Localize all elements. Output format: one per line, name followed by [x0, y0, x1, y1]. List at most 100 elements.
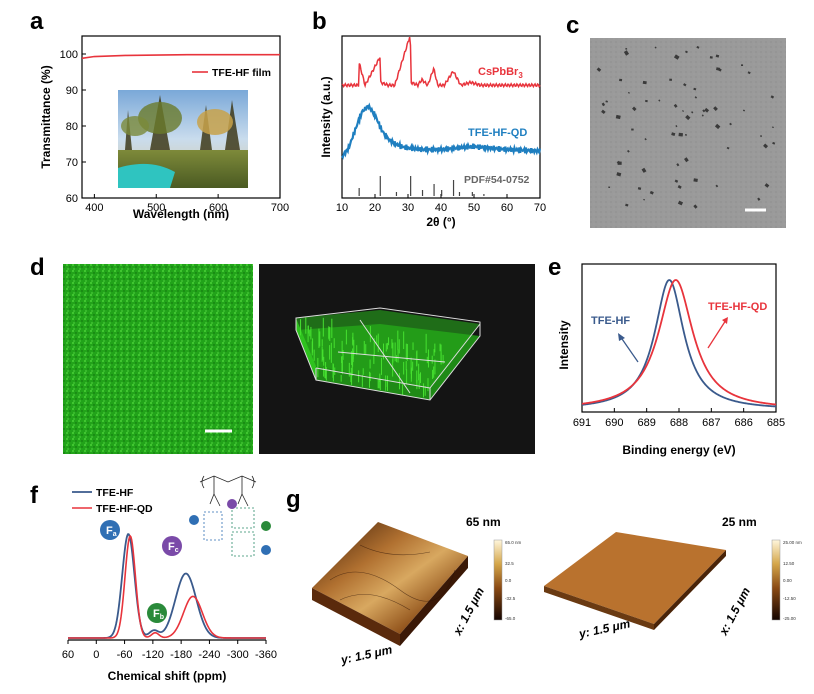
axes-e — [581, 263, 777, 413]
sem-particle — [714, 123, 721, 130]
sem-particle — [704, 107, 710, 113]
sem-particle — [675, 125, 678, 128]
a-ytick-label: 100 — [60, 49, 78, 61]
sem-particle — [654, 46, 657, 49]
panel-letter-c: c — [566, 12, 580, 39]
sem-particle — [702, 109, 706, 113]
sem-particle — [678, 132, 684, 137]
sem-particle — [772, 141, 776, 145]
afm-left-xaxis: x: 1.5 μm — [450, 585, 487, 639]
sem-particle — [684, 50, 688, 54]
f-xtick-label: 0 — [93, 649, 99, 661]
e-xtick-label: 691 — [573, 417, 591, 429]
colorbar-left-tick-1: 32.5 — [505, 561, 514, 566]
colorbar-right-tick-4: -25.00 — [783, 616, 796, 621]
e-label-blue: TFE-HF — [591, 315, 630, 327]
e-ylabel: Intensity — [557, 320, 571, 370]
e-arrow-red — [707, 319, 727, 349]
a-xtick-label: 500 — [147, 202, 165, 214]
panel-letter-e: e — [548, 254, 562, 281]
svg-text:Fc: Fc — [168, 541, 179, 554]
series-tfe-hf-film — [81, 53, 280, 60]
e-xtick-label: 689 — [637, 417, 655, 429]
sem-particle — [673, 54, 680, 60]
colorbar-left-tick-3: -32.5 — [505, 596, 516, 601]
sem-particle — [637, 186, 642, 190]
f-xlabel: Chemical shift (ppm) — [108, 669, 227, 683]
svg-text:Fa: Fa — [106, 525, 117, 538]
sem-particle — [625, 203, 629, 207]
e-xlabel: Binding energy (eV) — [622, 443, 735, 457]
panel-letter-a: a — [30, 8, 44, 35]
panel-letter-g: g — [286, 486, 301, 513]
colorbar-right-tick-0: 25.00 nm — [783, 540, 802, 545]
sem-particle — [676, 163, 680, 167]
sem-particle — [726, 146, 730, 150]
sem-particle — [658, 99, 661, 102]
legend-label-f-blue: TFE-HF — [96, 487, 134, 499]
b-label-tfe-hf-qd: TFE-HF-QD — [468, 127, 527, 139]
axes-b — [341, 35, 541, 199]
colorbar-right-tick-2: 0.00 — [783, 578, 792, 583]
sem-particle — [693, 178, 698, 183]
series-e-tfe-hf-qd — [581, 279, 777, 406]
sem-particle — [682, 110, 684, 112]
sem-particle — [642, 80, 647, 85]
b-xticks: 10 20 30 40 50 60 70 — [336, 194, 546, 214]
afm-left-yaxis: y: 1.5 μm — [339, 642, 394, 667]
e-arrow-blue — [619, 335, 639, 363]
sem-particle — [742, 109, 746, 112]
b-xtick-label: 50 — [468, 202, 480, 214]
sem-particle — [691, 111, 694, 114]
sem-particle — [596, 67, 602, 72]
a-ytick-label: 80 — [66, 121, 78, 133]
panel-letter-d: d — [30, 254, 45, 281]
sem-particle — [649, 190, 654, 195]
sem-particle — [770, 95, 775, 99]
afm-left-scale: 65 nm — [466, 515, 501, 529]
a-xtick-label: 600 — [209, 202, 227, 214]
f-xticks: 60 0 -60 -120 -180 -240 -300 -360 — [62, 640, 277, 661]
a-xtick-label: 400 — [85, 202, 103, 214]
colorbar-left: 65.0 nm 32.5 0.0 -32.5 -65.0 — [493, 539, 522, 621]
sem-particle — [684, 157, 689, 163]
sem-particle — [683, 83, 687, 87]
series-tfe-hf-qd — [341, 102, 542, 160]
series-f-tfe-hf — [68, 533, 266, 639]
a-ytick-label: 70 — [66, 157, 78, 169]
sem-particle — [617, 161, 622, 165]
svg-text:Fb: Fb — [153, 608, 164, 621]
sem-particle — [616, 172, 622, 177]
sem-particle — [741, 64, 744, 67]
e-xtick-label: 688 — [670, 417, 688, 429]
e-arrowhead-red — [722, 317, 728, 324]
sem-particle — [641, 167, 647, 173]
struct-badge-blue-1 — [189, 515, 199, 525]
sem-particle — [645, 99, 648, 103]
e-xtick-label: 690 — [605, 417, 623, 429]
e-xtick-label: 686 — [734, 417, 752, 429]
sem-particle — [709, 56, 713, 59]
sem-particle — [713, 106, 718, 111]
legend-label-a: TFE-HF film — [212, 67, 271, 79]
a-xtick-label: 700 — [271, 202, 289, 214]
b-label-pdf: PDF#54-0752 — [464, 174, 530, 186]
series-cspbbr3 — [341, 36, 541, 89]
colorbar-left-tick-0: 65.0 nm — [505, 540, 522, 545]
sem-particle — [694, 96, 698, 99]
sem-particle — [677, 185, 682, 189]
sem-particle — [627, 91, 630, 94]
sem-particle — [673, 103, 678, 108]
axes-a — [81, 35, 281, 199]
e-xtick-label: 687 — [702, 417, 720, 429]
a-xlabel: Wavelength (nm) — [133, 207, 229, 221]
colorbar-left-tick-2: 0.0 — [505, 578, 512, 583]
colorbar-left-tick-4: -65.0 — [505, 616, 516, 621]
sem-particle — [763, 143, 769, 149]
afm-right-yaxis: y: 1.5 μm — [577, 616, 632, 641]
afm-right-xaxis: x: 1.5 μm — [716, 585, 753, 639]
f-xtick-label: -60 — [117, 649, 133, 661]
sem-particle — [605, 100, 609, 103]
sem-particle — [701, 114, 704, 117]
sem-particle — [747, 71, 751, 75]
